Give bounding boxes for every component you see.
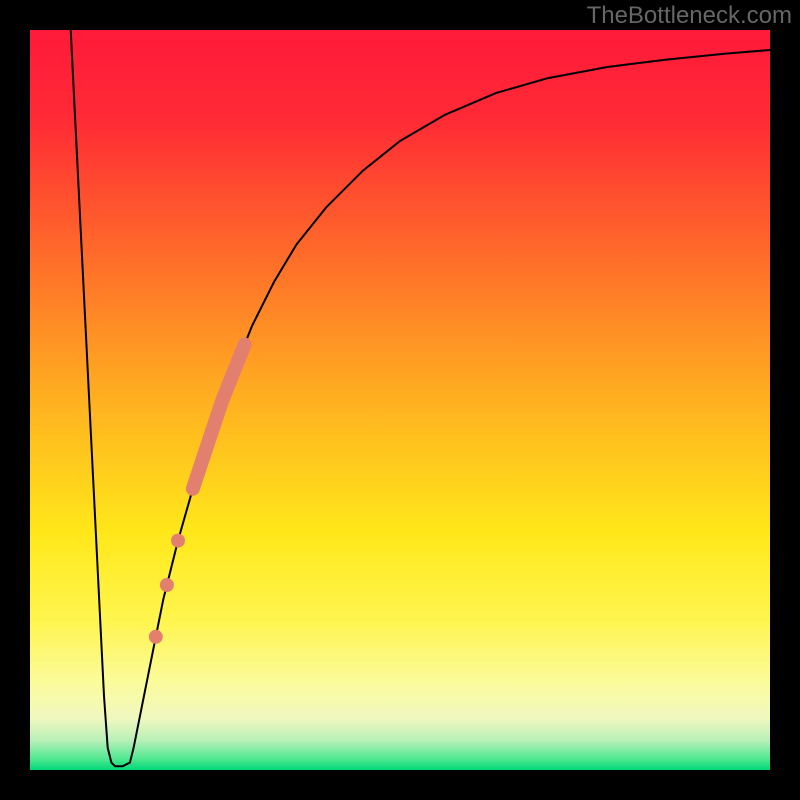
bottleneck-chart <box>0 0 800 800</box>
chart-container: TheBottleneck.com <box>0 0 800 800</box>
watermark: TheBottleneck.com <box>587 2 792 30</box>
